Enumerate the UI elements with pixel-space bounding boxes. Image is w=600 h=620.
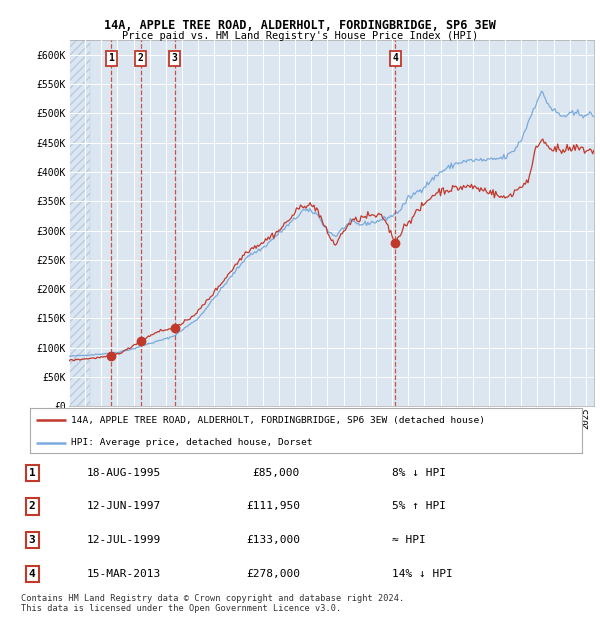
Text: HPI: Average price, detached house, Dorset: HPI: Average price, detached house, Dors… [71, 438, 313, 447]
Text: ≈ HPI: ≈ HPI [392, 535, 426, 545]
Text: 18-AUG-1995: 18-AUG-1995 [87, 467, 161, 477]
Text: 1: 1 [29, 467, 35, 477]
Text: 14A, APPLE TREE ROAD, ALDERHOLT, FORDINGBRIDGE, SP6 3EW: 14A, APPLE TREE ROAD, ALDERHOLT, FORDING… [104, 19, 496, 32]
Text: 5% ↑ HPI: 5% ↑ HPI [392, 502, 446, 512]
Text: 4: 4 [29, 569, 35, 579]
Text: 2: 2 [138, 53, 143, 63]
Text: 3: 3 [29, 535, 35, 545]
Text: Contains HM Land Registry data © Crown copyright and database right 2024.
This d: Contains HM Land Registry data © Crown c… [21, 594, 404, 613]
Text: 14% ↓ HPI: 14% ↓ HPI [392, 569, 453, 579]
Bar [69, 40, 90, 406]
Text: £111,950: £111,950 [246, 502, 300, 512]
Text: 2: 2 [29, 502, 35, 512]
Text: 15-MAR-2013: 15-MAR-2013 [87, 569, 161, 579]
Text: 12-JUN-1997: 12-JUN-1997 [87, 502, 161, 512]
Text: £85,000: £85,000 [253, 467, 300, 477]
Text: £278,000: £278,000 [246, 569, 300, 579]
Text: 1: 1 [109, 53, 115, 63]
Text: 14A, APPLE TREE ROAD, ALDERHOLT, FORDINGBRIDGE, SP6 3EW (detached house): 14A, APPLE TREE ROAD, ALDERHOLT, FORDING… [71, 415, 485, 425]
Text: 12-JUL-1999: 12-JUL-1999 [87, 535, 161, 545]
Text: 3: 3 [172, 53, 178, 63]
Text: £133,000: £133,000 [246, 535, 300, 545]
Bar [69, 40, 90, 406]
Text: 8% ↓ HPI: 8% ↓ HPI [392, 467, 446, 477]
Text: 4: 4 [392, 53, 398, 63]
Text: Price paid vs. HM Land Registry's House Price Index (HPI): Price paid vs. HM Land Registry's House … [122, 31, 478, 41]
